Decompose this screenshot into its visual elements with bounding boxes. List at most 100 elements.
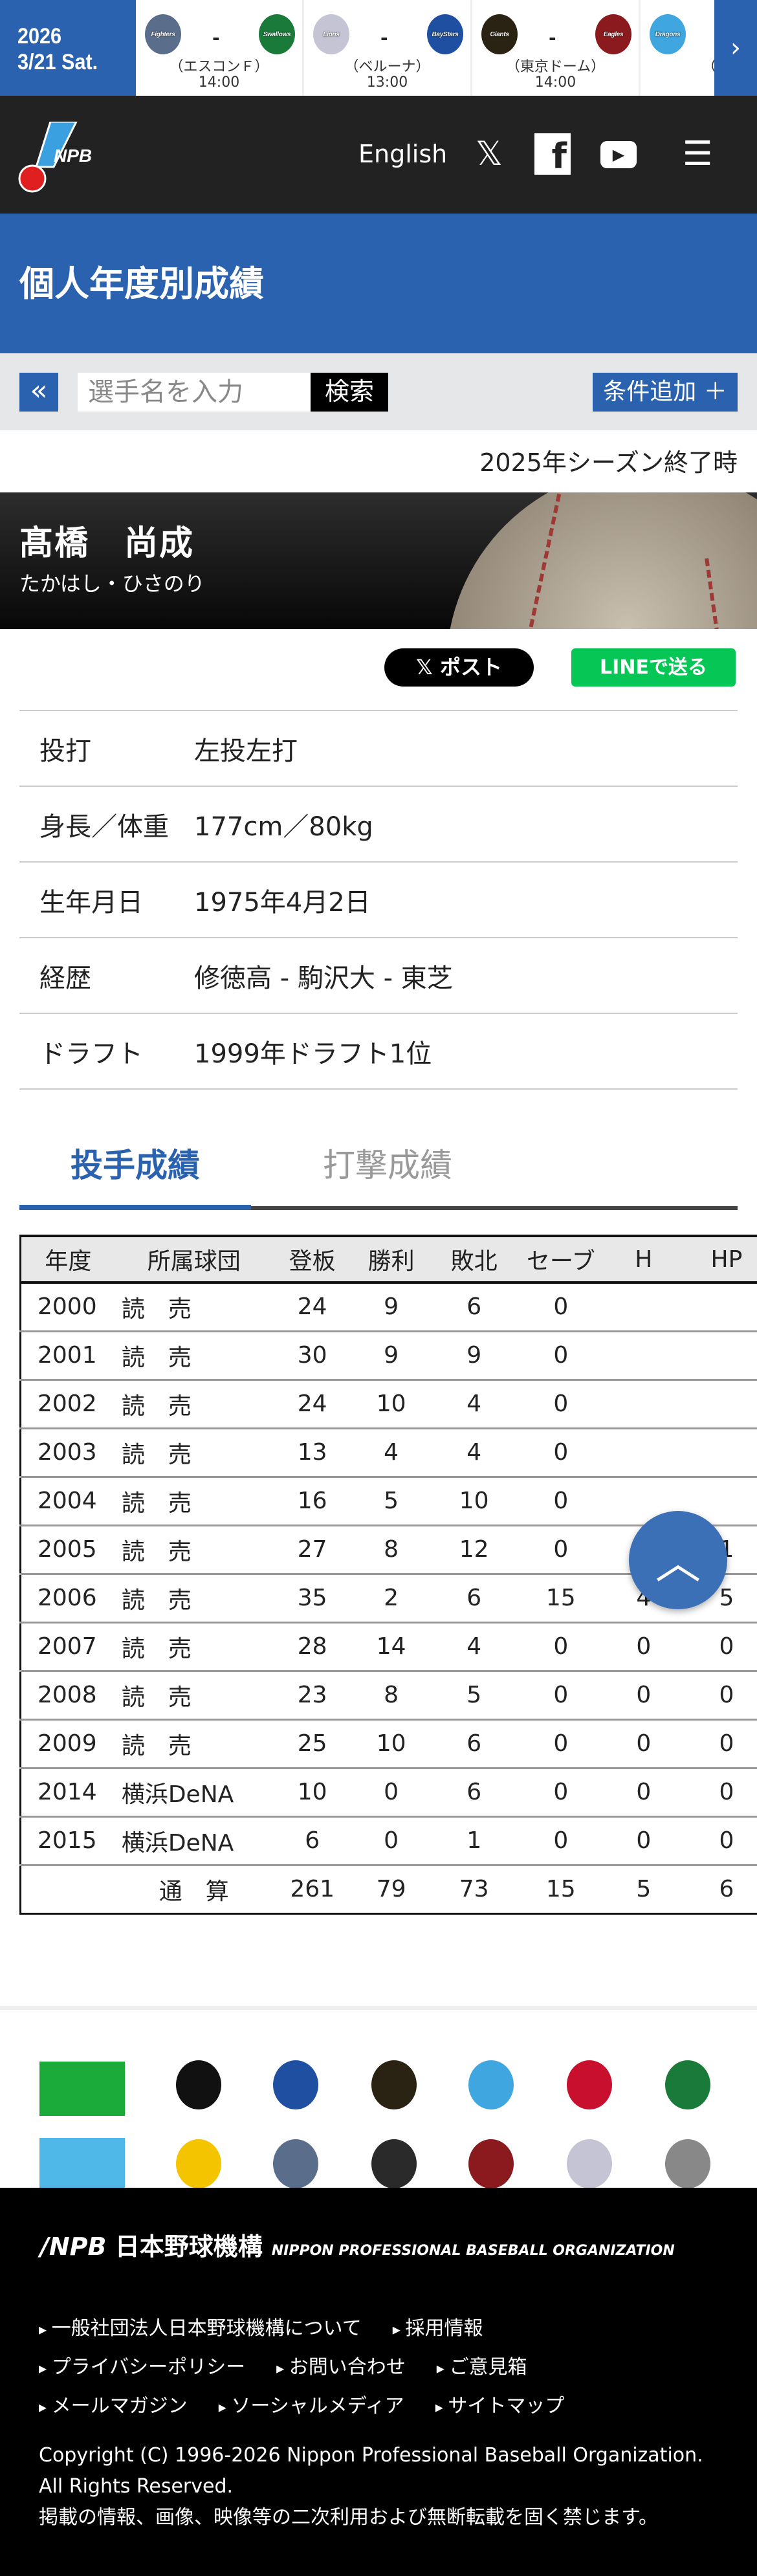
- game-card[interactable]: Fighters Swallows - （エスコンＦ） 14:00: [136, 0, 302, 96]
- game-venue: （東京ドーム）: [505, 59, 606, 75]
- home-team-name: Giants: [490, 30, 509, 38]
- table-row: 2009 読 売 25 10 6 0 0 0: [19, 1719, 757, 1769]
- table-cell: 横浜DeNA: [115, 1816, 273, 1866]
- facebook-icon[interactable]: f: [534, 133, 571, 177]
- date-day: 3/21 Sat.: [17, 50, 98, 74]
- menu-icon[interactable]: ☰: [682, 135, 713, 173]
- table-cell: 0: [517, 1477, 604, 1526]
- team-logos: [0, 2006, 757, 2192]
- footer-link[interactable]: お問い合わせ: [276, 2351, 406, 2379]
- game-venue: （バン: [641, 60, 714, 75]
- profile-value: 修徳高 - 駒沢大 - 東芝: [194, 963, 453, 993]
- table-cell: 4: [351, 1428, 431, 1478]
- baystars-logo[interactable]: [273, 2060, 318, 2109]
- game-score: -: [549, 27, 556, 49]
- table-cell: 0: [517, 1671, 604, 1721]
- footer-logo[interactable]: /NPB 日本野球機構 NIPPON PROFESSIONAL BASEBALL …: [40, 2227, 675, 2262]
- home-team-logo: Giants: [481, 14, 518, 54]
- footer-link[interactable]: 採用情報: [393, 2312, 483, 2340]
- tab-pitching[interactable]: 投手成績: [19, 1133, 251, 1210]
- carp-logo[interactable]: [567, 2060, 612, 2109]
- table-cell: 0: [517, 1719, 604, 1769]
- table-cell: [683, 1428, 757, 1478]
- x-icon[interactable]: 𝕏: [476, 135, 503, 173]
- buffaloes-logo[interactable]: [371, 2139, 417, 2188]
- footer-link[interactable]: サイトマップ: [435, 2390, 564, 2418]
- title-band: 個人年度別成績: [0, 214, 757, 353]
- table-cell: 9: [430, 1331, 518, 1381]
- profile-row: 投打 左投左打: [19, 711, 738, 787]
- table-cell: 2004: [19, 1477, 115, 1526]
- table-cell: 28: [272, 1622, 352, 1672]
- table-cell: 2: [351, 1574, 431, 1624]
- table-cell: 2001: [19, 1331, 115, 1381]
- table-cell: 0: [517, 1282, 604, 1332]
- table-row: 2002 読 売 24 10 4 0: [19, 1380, 757, 1429]
- table-cell: 6: [272, 1816, 352, 1866]
- youtube-icon[interactable]: ▶: [600, 141, 637, 168]
- tigers-logo[interactable]: [176, 2060, 221, 2109]
- home-team-name: Lions: [323, 30, 340, 38]
- profile-label: ドラフト: [39, 1039, 143, 1069]
- table-cell: 0: [683, 1816, 757, 1866]
- footer-link[interactable]: 一般社団法人日本野球機構について: [39, 2312, 362, 2340]
- column-header: H: [604, 1235, 683, 1284]
- table-cell: 0: [351, 1816, 431, 1866]
- table-row: 2015 横浜DeNA 6 0 1 0 0 0: [19, 1816, 757, 1866]
- table-cell: 9: [351, 1282, 431, 1332]
- footer-link[interactable]: ソーシャルメディア: [219, 2390, 404, 2418]
- profile-label: 投打: [39, 736, 91, 766]
- table-cell: [604, 1331, 683, 1381]
- table-cell: 5: [604, 1864, 683, 1915]
- table-cell: [683, 1282, 757, 1332]
- search-button[interactable]: 検索: [311, 373, 388, 412]
- svg-text:NPB: NPB: [54, 146, 92, 166]
- season-note: 2025年シーズン終了時: [479, 448, 738, 477]
- chevron-right-icon[interactable]: ›: [714, 0, 757, 96]
- fighters-logo[interactable]: [273, 2139, 318, 2188]
- hawks-logo[interactable]: [176, 2139, 221, 2188]
- swallows-logo[interactable]: [665, 2060, 710, 2109]
- away-team-name: Swallows: [263, 30, 291, 38]
- org-name: 日本野球機構: [115, 2232, 263, 2261]
- game-card[interactable]: Giants Eagles - （東京ドーム） 14:00: [472, 0, 639, 96]
- game-card[interactable]: Lions BayStars - （ベルーナ） 13:00: [304, 0, 470, 96]
- table-cell: 0: [517, 1380, 604, 1429]
- footer-link[interactable]: ご意見箱: [437, 2351, 527, 2379]
- central-league-logo[interactable]: [39, 2062, 125, 2116]
- english-link[interactable]: English: [358, 140, 448, 168]
- baseball-image: [446, 492, 757, 629]
- table-cell: 読 売: [115, 1719, 273, 1769]
- dragons-logo[interactable]: [468, 2060, 514, 2109]
- add-condition-button[interactable]: 条件追加 ＋: [593, 373, 738, 412]
- x-post-button[interactable]: 𝕏 ポスト: [384, 648, 534, 687]
- reuse-notice: 掲載の情報、画像、映像等の二次利用および無断転載を固く禁じます。: [39, 2506, 658, 2529]
- copyright-line: Copyright (C) 1996-2026 Nippon Professio…: [39, 2444, 703, 2467]
- table-cell: 2005: [19, 1525, 115, 1575]
- giants-logo[interactable]: [371, 2060, 417, 2109]
- column-header: 登板: [272, 1235, 352, 1284]
- table-cell: 0: [517, 1816, 604, 1866]
- tab-batting[interactable]: 打撃成績: [323, 1147, 452, 1184]
- npb-logo[interactable]: NPB: [18, 122, 115, 193]
- footer-link[interactable]: プライバシーポリシー: [39, 2351, 245, 2379]
- profile-value: 1975年4月2日: [194, 887, 371, 918]
- player-search-input[interactable]: [78, 373, 311, 412]
- double-chevron-left-icon[interactable]: «: [19, 373, 58, 412]
- marines-logo[interactable]: [665, 2139, 710, 2188]
- table-cell: 1: [430, 1816, 518, 1866]
- profile-label: 生年月日: [39, 887, 143, 918]
- total-row: 通 算 261 79 73 15 5 6: [19, 1864, 757, 1915]
- npb-mark: /NPB: [40, 2232, 115, 2261]
- table-header-row: 年度 所属球団 登板 勝利 敗北 セーブ H HP: [19, 1235, 757, 1284]
- eagles-logo[interactable]: [468, 2139, 514, 2188]
- pacific-league-logo[interactable]: [39, 2138, 125, 2192]
- footer-link[interactable]: メールマガジン: [39, 2390, 188, 2418]
- lions-logo[interactable]: [567, 2139, 612, 2188]
- table-cell: 2009: [19, 1719, 115, 1769]
- game-card[interactable]: Dragons （バン14: [641, 0, 714, 96]
- table-cell: [683, 1331, 757, 1381]
- player-name: 髙橋 尚成: [19, 524, 195, 563]
- scroll-to-top-button[interactable]: ︿: [629, 1511, 727, 1609]
- line-share-button[interactable]: LINEで送る: [571, 648, 736, 687]
